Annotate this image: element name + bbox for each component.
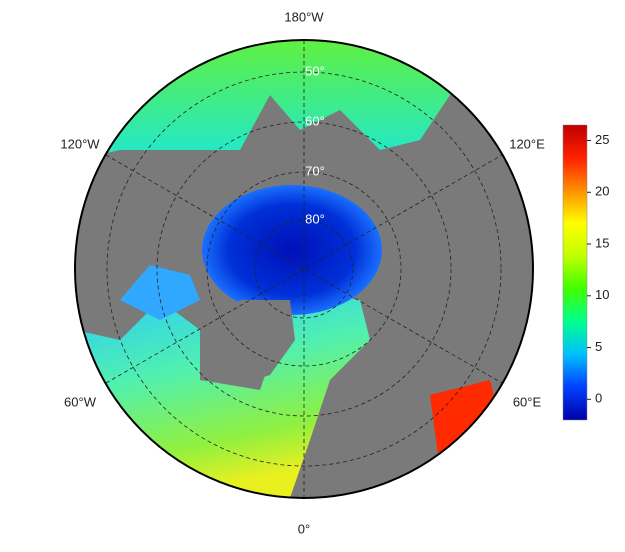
- graticule: [105, 40, 503, 498]
- lon-label: 180°W: [284, 9, 324, 24]
- colorbar-tick-label: 0: [595, 391, 602, 406]
- lat-label: 80°: [305, 211, 325, 226]
- lon-label: 120°E: [509, 136, 545, 151]
- colorbar-tick-label: 15: [595, 235, 609, 250]
- lon-label: 120°W: [60, 136, 100, 151]
- lat-label: 50°: [305, 63, 325, 78]
- colorbar-fill: [562, 124, 588, 421]
- colorbar-tick-label: 10: [595, 287, 609, 302]
- map-border: [74, 39, 534, 499]
- lon-label: 0°: [298, 521, 310, 536]
- colorbar-tick-label: 20: [595, 184, 609, 199]
- lat-label: 70°: [305, 163, 325, 178]
- warm-sea: [430, 380, 500, 470]
- colorbar-tick-label: 5: [595, 339, 602, 354]
- lon-label: 60°E: [513, 394, 542, 409]
- lon-label: 60°W: [64, 394, 97, 409]
- map-disk: [75, 40, 533, 498]
- arctic-ocean: [202, 185, 382, 315]
- colorbar: 0 5 10 15 20 25: [562, 124, 609, 421]
- greenland: [210, 300, 295, 385]
- hudson-bay: [120, 265, 200, 320]
- lat-label: 60°: [305, 113, 325, 128]
- colorbar-tick-label: 25: [595, 132, 609, 147]
